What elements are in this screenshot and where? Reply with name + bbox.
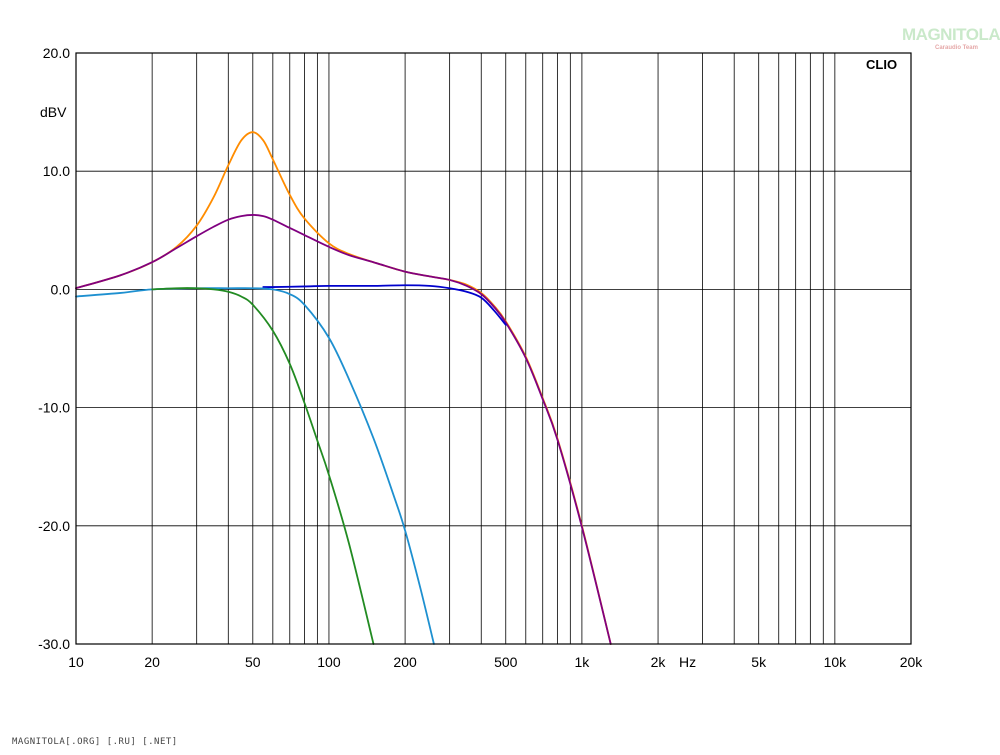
y-tick-label: 10.0 (43, 163, 70, 179)
x-tick-label: 200 (393, 654, 417, 670)
x-tick-label: 10 (68, 654, 84, 670)
y-tick-label: -30.0 (38, 636, 70, 652)
series-line-2 (75, 214, 612, 645)
series-line-5 (151, 287, 375, 645)
x-tick-label: 500 (494, 654, 518, 670)
y-tick-label: 20.0 (43, 45, 70, 61)
x-tick-label: 20 (144, 654, 160, 670)
x-tick-label: 20k (900, 654, 924, 670)
magnitola-logo-subtext: Caraudio Team (935, 45, 978, 51)
y-axis-unit-label: dBV (40, 104, 67, 120)
series-layer (75, 131, 612, 645)
x-tick-label: 100 (317, 654, 341, 670)
x-tick-label: 10k (824, 654, 848, 670)
plot-background (76, 53, 911, 644)
y-tick-label: -10.0 (38, 400, 70, 416)
x-tick-label: 1k (575, 654, 591, 670)
magnitola-logo-text: MAGNITOLA (902, 25, 1000, 44)
plot-frame (75, 52, 912, 645)
tick-labels: 10 20 50 100 200 500 1k 2k 5k 10k 20k 20.0 10.0 0.0 -1… (38, 45, 923, 670)
y-tick-label: -20.0 (38, 518, 70, 534)
clio-brand-label: CLIO (866, 57, 897, 72)
grid (76, 53, 911, 644)
magnitola-logo: MAGNITOLA Caraudio Team (902, 25, 1000, 51)
x-axis-unit-label: Hz (679, 654, 696, 670)
x-tick-label: 5k (751, 654, 767, 670)
series-line-3 (262, 284, 507, 326)
x-tick-label: 2k (651, 654, 667, 670)
y-tick-label: 0.0 (51, 281, 71, 297)
x-tick-label: 50 (245, 654, 261, 670)
footer-watermark: MAGNITOLA[.ORG] [.RU] [.NET] (12, 737, 178, 747)
